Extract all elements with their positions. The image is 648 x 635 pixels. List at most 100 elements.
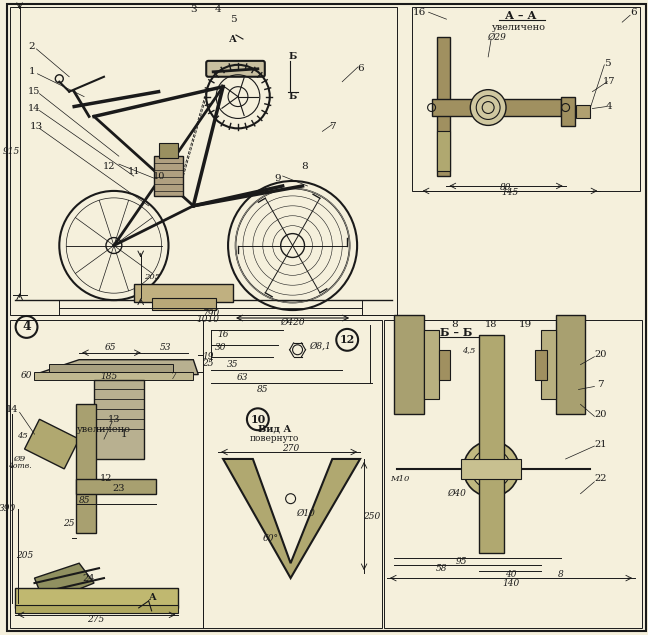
Text: 24: 24: [83, 573, 95, 582]
Text: 390: 390: [0, 504, 16, 513]
Text: 4отв.: 4отв.: [8, 462, 31, 470]
Text: 13: 13: [30, 122, 43, 131]
Text: 17: 17: [603, 77, 616, 86]
Text: 16: 16: [413, 8, 426, 17]
Text: 65: 65: [105, 344, 117, 352]
Text: 12: 12: [102, 161, 115, 171]
Bar: [34, 371, 193, 380]
Text: 25: 25: [64, 519, 75, 528]
Polygon shape: [25, 419, 79, 469]
Text: 35: 35: [227, 360, 238, 369]
Text: 1010: 1010: [197, 316, 220, 324]
Text: 5: 5: [230, 15, 237, 23]
Text: 60: 60: [21, 371, 32, 380]
Text: увеличено: увеличено: [77, 425, 131, 434]
Text: 21: 21: [594, 439, 607, 448]
Text: 4: 4: [606, 102, 612, 111]
Text: 1: 1: [29, 67, 36, 76]
Text: 58: 58: [435, 564, 447, 573]
Text: 40: 40: [505, 570, 516, 578]
Text: А: А: [229, 34, 237, 44]
Text: 16: 16: [217, 330, 229, 339]
Text: 6: 6: [357, 64, 364, 73]
Text: 14: 14: [5, 405, 18, 414]
Text: 7: 7: [329, 122, 336, 131]
Bar: [10, 7, 397, 315]
Bar: [437, 131, 450, 171]
Circle shape: [463, 441, 519, 497]
Text: 8: 8: [301, 161, 308, 171]
Text: увеличено: увеличено: [492, 23, 546, 32]
Text: А – А: А – А: [505, 10, 537, 21]
Polygon shape: [34, 563, 94, 603]
Text: 45: 45: [17, 432, 28, 440]
Bar: [424, 330, 439, 399]
Bar: [76, 404, 96, 533]
Text: 10: 10: [250, 414, 266, 425]
Bar: [15, 605, 178, 613]
Text: 2: 2: [28, 43, 35, 51]
Text: 185: 185: [100, 372, 117, 381]
Text: 5: 5: [604, 59, 610, 69]
Bar: [432, 98, 561, 116]
Text: 140: 140: [502, 578, 520, 587]
Text: 20: 20: [594, 351, 607, 359]
Bar: [480, 335, 504, 553]
Bar: [575, 105, 590, 119]
Text: 85: 85: [257, 385, 268, 394]
Bar: [76, 479, 156, 494]
Text: 95: 95: [456, 557, 467, 566]
Text: 14: 14: [29, 104, 41, 113]
Text: Ø420: Ø420: [281, 318, 305, 326]
Text: 790: 790: [203, 309, 220, 318]
Text: 205: 205: [16, 551, 33, 560]
Text: 20: 20: [594, 410, 607, 419]
Text: 53: 53: [160, 344, 171, 352]
Text: Вид А: Вид А: [258, 425, 292, 434]
Text: 15: 15: [29, 87, 41, 96]
Text: Ø29: Ø29: [488, 32, 507, 41]
Bar: [561, 97, 575, 126]
Bar: [15, 588, 178, 608]
Bar: [411, 7, 640, 191]
Text: 25: 25: [202, 359, 214, 368]
Circle shape: [471, 449, 511, 489]
Text: 7: 7: [597, 380, 604, 389]
Text: 10: 10: [152, 171, 165, 180]
Text: Ø40: Ø40: [447, 489, 466, 498]
Text: 18: 18: [485, 321, 497, 330]
Text: 12: 12: [340, 335, 355, 345]
Bar: [556, 315, 585, 414]
Text: 8: 8: [451, 321, 457, 330]
Text: 4: 4: [215, 4, 222, 14]
Text: 9: 9: [274, 173, 281, 182]
Bar: [394, 315, 424, 414]
Text: A: A: [148, 594, 156, 603]
Text: 145: 145: [502, 189, 518, 197]
Text: Ø10: Ø10: [296, 509, 315, 518]
Text: Б: Б: [288, 53, 297, 62]
Text: повернуто: повернуто: [250, 434, 299, 443]
Bar: [203, 320, 382, 628]
Text: 205: 205: [144, 273, 159, 281]
Text: Ø9: Ø9: [14, 455, 26, 463]
Text: 23: 23: [113, 485, 125, 493]
Text: 12: 12: [100, 474, 112, 483]
Bar: [49, 364, 174, 371]
Text: 80: 80: [500, 184, 512, 192]
Text: 13: 13: [108, 415, 120, 424]
Text: 22: 22: [594, 474, 607, 483]
Bar: [152, 298, 216, 310]
Text: 270: 270: [282, 443, 299, 453]
Text: 19: 19: [202, 352, 214, 361]
Bar: [159, 144, 178, 158]
Text: Б – Б: Б – Б: [440, 328, 472, 338]
Circle shape: [470, 90, 506, 125]
Text: 85: 85: [78, 496, 90, 505]
Polygon shape: [223, 459, 360, 578]
Text: M10: M10: [390, 475, 410, 483]
Text: 6: 6: [630, 8, 636, 17]
Text: 275: 275: [87, 615, 105, 624]
Text: 4,5: 4,5: [461, 346, 475, 354]
Text: 30: 30: [215, 344, 227, 352]
